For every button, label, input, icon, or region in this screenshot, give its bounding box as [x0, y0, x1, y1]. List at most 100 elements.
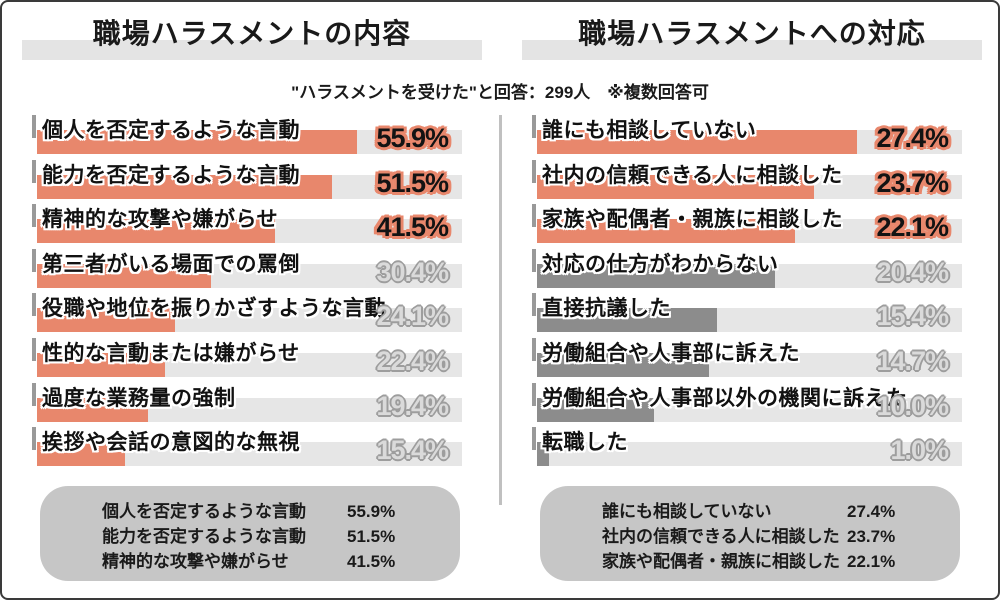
bar: [37, 397, 149, 422]
bar: [537, 130, 857, 154]
right-summary-box: 誰にも相談していない 27.4% 社内の信頼できる人に相談した 23.7% 家族や配偶者…: [540, 486, 960, 581]
bar-value: 23.7%: [876, 167, 949, 198]
bar-row: 能力を否定するような言動 51.5%: [32, 159, 464, 204]
bar-label: 社内の信頼できる人に相談した: [542, 163, 843, 187]
row-tick: [32, 382, 36, 406]
bar-label: 直接抗議した: [542, 297, 671, 321]
bar: [537, 219, 796, 244]
bar-row: 社内の信頼できる人に相談した 23.7%: [532, 159, 964, 204]
bar-row: 労働組合や人事部に訴えた 14.7%: [532, 337, 964, 382]
right-title-highlight: [522, 40, 982, 60]
bar-row: 対応の仕方がわからない 20.4%: [532, 248, 964, 293]
bar-label: 性的な言動または嫌がらせ: [42, 341, 300, 365]
bar-value: 1.0%: [890, 435, 949, 466]
left-summary-box: 個人を否定するような言動 55.9% 能力を否定するような言動 51.5% 精神的な攻撃…: [40, 486, 460, 581]
bar-value: 10.0%: [876, 390, 949, 421]
row-tick: [32, 204, 36, 228]
bar: [37, 174, 332, 199]
bar-value: 27.4%: [876, 123, 949, 153]
bar-value: 24.1%: [376, 301, 449, 332]
bar-value: 55.9%: [376, 123, 449, 153]
summary-row: 個人を否定するような言動 55.9%: [40, 499, 460, 524]
summary-label: 誰にも相談していない: [602, 502, 772, 521]
summary-row: 家族や配偶者・親族に相談した 22.1%: [540, 549, 960, 574]
bar-row: 転職した 1.0%: [532, 426, 964, 471]
summary-label: 個人を否定するような言動: [102, 502, 306, 521]
row-tick: [32, 293, 36, 317]
bar: [37, 308, 175, 333]
bar-row: 家族や配偶者・親族に相談した 22.1%: [532, 203, 964, 248]
bar: [537, 308, 717, 333]
summary-value: 41.5%: [347, 552, 396, 571]
row-tick: [532, 337, 536, 361]
bar-value: 15.4%: [876, 301, 949, 332]
bar: [37, 263, 211, 288]
row-tick: [532, 382, 536, 406]
bar: [37, 442, 126, 467]
right-title-block: 職場ハラスメントへの対応: [522, 12, 982, 62]
row-tick: [532, 427, 536, 451]
row-tick: [532, 293, 536, 317]
bar: [537, 397, 654, 422]
summary-row: 誰にも相談していない 27.4%: [540, 499, 960, 524]
summary-value: 51.5%: [347, 527, 396, 546]
chart-divider: [499, 115, 502, 505]
bar-track: [537, 442, 962, 467]
harassment-content-chart: 個人を否定するような言動 55.9% 能力を否定するような言動 51.5% 精神的な攻撃…: [32, 114, 464, 471]
bar-label: 過度な業務量の強制: [42, 386, 236, 410]
bar-row: 役職や地位を振りかざすような言動 24.1%: [32, 292, 464, 337]
bar: [37, 219, 275, 244]
bar-row: 挨拶や会話の意図的な無視 15.4%: [32, 426, 464, 471]
summary-value: 55.9%: [347, 502, 396, 521]
bar-label: 挨拶や会話の意図的な無視: [42, 431, 300, 455]
row-tick: [532, 115, 536, 138]
bar: [537, 263, 776, 288]
bar-value: 22.1%: [876, 212, 949, 243]
bar-value: 30.4%: [376, 256, 449, 287]
bar: [537, 442, 549, 467]
bar: [37, 352, 166, 377]
bar-row: 誰にも相談していない 27.4%: [532, 114, 964, 159]
bar-value: 14.7%: [876, 345, 949, 376]
summary-row: 能力を否定するような言動 51.5%: [40, 524, 460, 549]
row-tick: [32, 115, 36, 138]
bar-label: 対応の仕方がわからない: [542, 252, 779, 276]
bar-label: 役職や地位を振りかざすような言動: [42, 297, 386, 321]
bar-label: 精神的な攻撃や嫌がらせ: [42, 208, 279, 232]
bar-value: 20.4%: [876, 256, 949, 287]
summary-label: 家族や配偶者・親族に相談した: [602, 552, 840, 571]
bar-value: 22.4%: [376, 345, 449, 376]
row-tick: [532, 248, 536, 272]
bar: [537, 174, 814, 199]
bar-row: 個人を否定するような言動 55.9%: [32, 114, 464, 159]
row-tick: [532, 159, 536, 183]
right-chart-title: 職場ハラスメントへの対応: [578, 18, 926, 49]
row-tick: [32, 427, 36, 451]
bar-value: 19.4%: [376, 390, 449, 421]
summary-value: 23.7%: [847, 527, 896, 546]
bar-label: 個人を否定するような言動: [42, 119, 300, 142]
bar-label: 家族や配偶者・親族に相談した: [542, 208, 843, 232]
bar-row: 第三者がいる場面での罵倒 30.4%: [32, 248, 464, 293]
bar: [37, 130, 357, 154]
bar-row: 性的な言動または嫌がらせ 22.4%: [32, 337, 464, 382]
row-tick: [32, 248, 36, 272]
left-chart-title: 職場ハラスメントの内容: [92, 18, 412, 49]
bar-label: 労働組合や人事部以外の機関に訴えた: [542, 386, 908, 410]
summary-value: 27.4%: [847, 502, 896, 521]
bar-label: 第三者がいる場面での罵倒: [42, 252, 300, 276]
bar-value: 15.4%: [376, 435, 449, 466]
summary-row: 精神的な攻撃や嫌がらせ 41.5%: [40, 549, 460, 574]
bar-label: 誰にも相談していない: [542, 119, 757, 142]
bar-row: 直接抗議した 15.4%: [532, 292, 964, 337]
row-tick: [32, 337, 36, 361]
bar-label: 能力を否定するような言動: [42, 163, 300, 187]
bar-row: 労働組合や人事部以外の機関に訴えた 10.0%: [532, 382, 964, 427]
row-tick: [532, 204, 536, 228]
bar-label: 転職した: [542, 431, 628, 455]
summary-row: 社内の信頼できる人に相談した 23.7%: [540, 524, 960, 549]
bar-value: 41.5%: [376, 212, 449, 243]
left-title-highlight: [22, 40, 482, 60]
bar: [537, 352, 709, 377]
